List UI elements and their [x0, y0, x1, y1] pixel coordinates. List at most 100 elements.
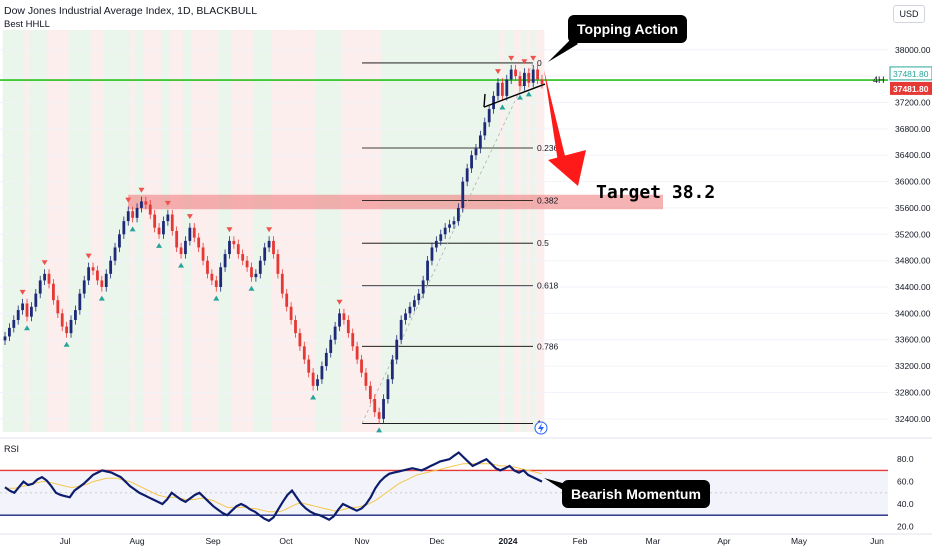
- candle-body: [263, 247, 267, 261]
- indicator-name: Best HHLL: [4, 19, 50, 30]
- price-axis-label: 32400.00: [895, 414, 931, 424]
- rsi-axis-label: 40.0: [897, 499, 914, 509]
- hh-marker: [226, 227, 233, 233]
- candle-body: [21, 303, 25, 311]
- candle-body: [540, 79, 544, 84]
- bg-band: [526, 30, 532, 432]
- bg-band: [416, 30, 422, 432]
- candle-body: [461, 181, 465, 208]
- candle-body: [214, 280, 218, 288]
- bg-band: [301, 30, 307, 432]
- candle-body: [43, 273, 47, 281]
- time-axis-label: Oct: [279, 536, 293, 546]
- bg-band: [257, 30, 263, 432]
- candle-body: [74, 310, 77, 320]
- time-axis-label: Mar: [646, 536, 661, 546]
- candle-body: [250, 267, 253, 278]
- bg-band: [196, 30, 202, 432]
- bg-band: [103, 30, 109, 432]
- fib-level-label: 0.5: [537, 238, 549, 248]
- candle-body: [470, 155, 473, 169]
- fib-level-label: 0.618: [537, 281, 559, 291]
- candle-body: [316, 379, 319, 386]
- wedge-left-line: [483, 93, 486, 108]
- candle-body: [417, 293, 421, 301]
- currency-selector[interactable]: USD: [893, 5, 925, 23]
- candle-body: [346, 319, 350, 334]
- hh-marker: [530, 55, 537, 61]
- candle-body: [3, 336, 7, 341]
- bg-band: [90, 30, 96, 432]
- bg-band: [77, 30, 83, 432]
- candle-body: [47, 273, 51, 284]
- candle-body: [206, 260, 209, 274]
- bg-band: [183, 30, 188, 432]
- candle-body: [153, 214, 157, 228]
- candle-body: [324, 352, 328, 367]
- bg-band: [306, 30, 312, 432]
- candle-body: [126, 211, 130, 222]
- hh-marker: [138, 187, 145, 193]
- ll-marker: [213, 295, 220, 301]
- candle-body: [368, 385, 372, 400]
- bg-band: [464, 30, 470, 432]
- price-axis-label: 38000.00: [895, 45, 931, 55]
- bg-band: [262, 30, 268, 432]
- bg-band: [33, 30, 39, 432]
- time-axis-label: Jun: [870, 536, 884, 546]
- candle-body: [245, 260, 249, 268]
- bg-band: [332, 30, 338, 432]
- bg-band: [376, 30, 382, 432]
- bg-band: [482, 30, 488, 432]
- bg-band: [99, 30, 105, 432]
- candle-body: [289, 306, 293, 320]
- price-axis-label: 34400.00: [895, 282, 931, 292]
- candle-body: [109, 260, 113, 274]
- bg-band: [50, 30, 56, 432]
- candle-body: [38, 280, 42, 294]
- bg-band: [37, 30, 43, 432]
- candle-body: [166, 214, 170, 222]
- ll-marker: [310, 394, 317, 400]
- bg-band: [328, 30, 334, 432]
- fib-trend-line: [361, 62, 534, 424]
- bg-band: [15, 30, 21, 432]
- price-tag-upper: 37481.80: [893, 69, 929, 79]
- price-axis-label: 33600.00: [895, 335, 931, 345]
- candle-body: [373, 399, 377, 413]
- candle-body: [175, 231, 179, 248]
- bg-band: [20, 30, 26, 432]
- price-tag-upper-bg: [889, 66, 932, 81]
- bg-band: [24, 30, 30, 432]
- bg-band: [517, 30, 523, 432]
- rsi-title: RSI: [4, 444, 19, 454]
- bg-band: [403, 30, 408, 432]
- candle-body: [522, 72, 526, 87]
- price-axis-label: 35200.00: [895, 229, 931, 239]
- candle-body: [448, 224, 451, 228]
- bg-band: [394, 30, 400, 432]
- bg-band: [367, 30, 373, 432]
- candle-body: [228, 240, 231, 255]
- candle-body: [100, 280, 104, 288]
- bg-band: [310, 30, 316, 432]
- bg-band: [244, 30, 250, 432]
- candle-body: [272, 240, 275, 255]
- candle-body: [474, 148, 478, 156]
- ll-marker: [24, 325, 31, 331]
- candle-body: [170, 214, 174, 231]
- rsi-ma-line: [5, 463, 543, 513]
- hh-marker: [85, 253, 92, 259]
- hh-marker: [164, 200, 171, 206]
- bg-band: [508, 30, 514, 432]
- candle-body: [421, 280, 425, 294]
- candle-body: [96, 270, 99, 281]
- candle-body: [404, 313, 407, 320]
- price-tag-lower: 37481.80: [893, 84, 929, 94]
- candle-body: [439, 234, 443, 241]
- candle-body: [505, 79, 509, 96]
- lightning-bolt: [538, 423, 544, 433]
- candle-body: [333, 326, 337, 340]
- candle-body: [434, 240, 438, 248]
- time-axis-label: May: [791, 536, 808, 546]
